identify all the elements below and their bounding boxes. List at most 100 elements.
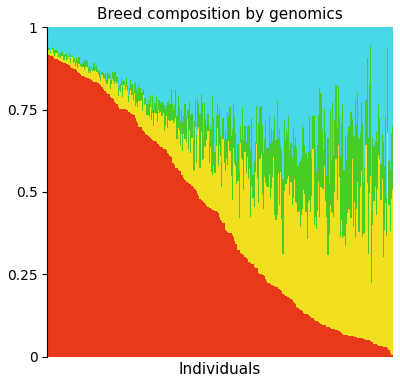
- Bar: [294, 303, 295, 356]
- Bar: [384, 230, 385, 347]
- Bar: [142, 111, 143, 131]
- Bar: [282, 179, 284, 254]
- Bar: [346, 27, 347, 161]
- Bar: [247, 27, 248, 126]
- Bar: [66, 27, 67, 54]
- Bar: [137, 124, 138, 356]
- Bar: [375, 27, 376, 141]
- Bar: [353, 336, 354, 356]
- Bar: [145, 134, 146, 356]
- Bar: [265, 121, 266, 183]
- Bar: [116, 104, 118, 356]
- Bar: [385, 347, 386, 356]
- Bar: [56, 60, 58, 356]
- Bar: [319, 323, 320, 356]
- Bar: [289, 27, 290, 151]
- Bar: [246, 258, 247, 356]
- Bar: [240, 27, 241, 126]
- Bar: [242, 27, 243, 108]
- Bar: [365, 100, 366, 146]
- Bar: [372, 225, 374, 342]
- Bar: [309, 200, 310, 316]
- Bar: [365, 27, 366, 100]
- Bar: [135, 106, 136, 118]
- Bar: [274, 117, 276, 215]
- Bar: [341, 220, 342, 333]
- Bar: [324, 166, 325, 325]
- Bar: [120, 109, 121, 356]
- Bar: [225, 131, 226, 171]
- Bar: [120, 91, 121, 109]
- Bar: [126, 27, 127, 78]
- Bar: [51, 49, 52, 56]
- Bar: [204, 203, 205, 356]
- Bar: [324, 325, 325, 356]
- Bar: [90, 70, 91, 73]
- Bar: [357, 182, 358, 338]
- Bar: [156, 98, 157, 114]
- Bar: [322, 189, 323, 325]
- Bar: [377, 345, 378, 356]
- Bar: [247, 259, 248, 356]
- Bar: [332, 27, 333, 102]
- Bar: [292, 205, 293, 300]
- Bar: [205, 204, 206, 356]
- Bar: [330, 205, 331, 328]
- Bar: [306, 314, 307, 356]
- Bar: [176, 139, 178, 168]
- Bar: [54, 56, 55, 59]
- Bar: [280, 27, 281, 146]
- Bar: [314, 27, 315, 115]
- Bar: [281, 150, 282, 219]
- Bar: [82, 67, 83, 76]
- Bar: [150, 138, 151, 356]
- Bar: [333, 329, 334, 356]
- Bar: [160, 112, 161, 147]
- Bar: [108, 94, 110, 356]
- Bar: [196, 191, 197, 356]
- Bar: [301, 158, 302, 215]
- Bar: [345, 335, 346, 356]
- Bar: [260, 274, 262, 356]
- Bar: [230, 27, 232, 136]
- Bar: [268, 283, 270, 356]
- Bar: [284, 121, 285, 192]
- Bar: [122, 109, 123, 356]
- Bar: [100, 76, 102, 81]
- Bar: [258, 203, 259, 273]
- Bar: [56, 53, 58, 60]
- Bar: [51, 27, 52, 47]
- Bar: [227, 232, 228, 356]
- Bar: [225, 171, 226, 230]
- Bar: [123, 86, 124, 109]
- Bar: [171, 157, 172, 356]
- Bar: [219, 109, 220, 145]
- Bar: [219, 217, 220, 356]
- Bar: [158, 110, 159, 144]
- Bar: [298, 211, 300, 309]
- Bar: [205, 27, 206, 119]
- Bar: [326, 177, 327, 217]
- Bar: [216, 146, 217, 211]
- Bar: [82, 76, 83, 356]
- Bar: [72, 68, 73, 356]
- Bar: [121, 109, 122, 356]
- Bar: [286, 184, 287, 296]
- Bar: [340, 27, 341, 156]
- Bar: [53, 50, 54, 53]
- Bar: [194, 189, 195, 356]
- Bar: [248, 262, 249, 356]
- Bar: [227, 165, 228, 232]
- Bar: [356, 27, 357, 125]
- Bar: [248, 27, 249, 125]
- Bar: [226, 139, 227, 159]
- Bar: [295, 137, 296, 202]
- Bar: [372, 342, 374, 356]
- Bar: [67, 27, 68, 57]
- Bar: [301, 27, 302, 158]
- Bar: [306, 212, 307, 314]
- Bar: [374, 146, 375, 201]
- Bar: [52, 27, 53, 48]
- Bar: [365, 339, 366, 356]
- Bar: [78, 27, 80, 57]
